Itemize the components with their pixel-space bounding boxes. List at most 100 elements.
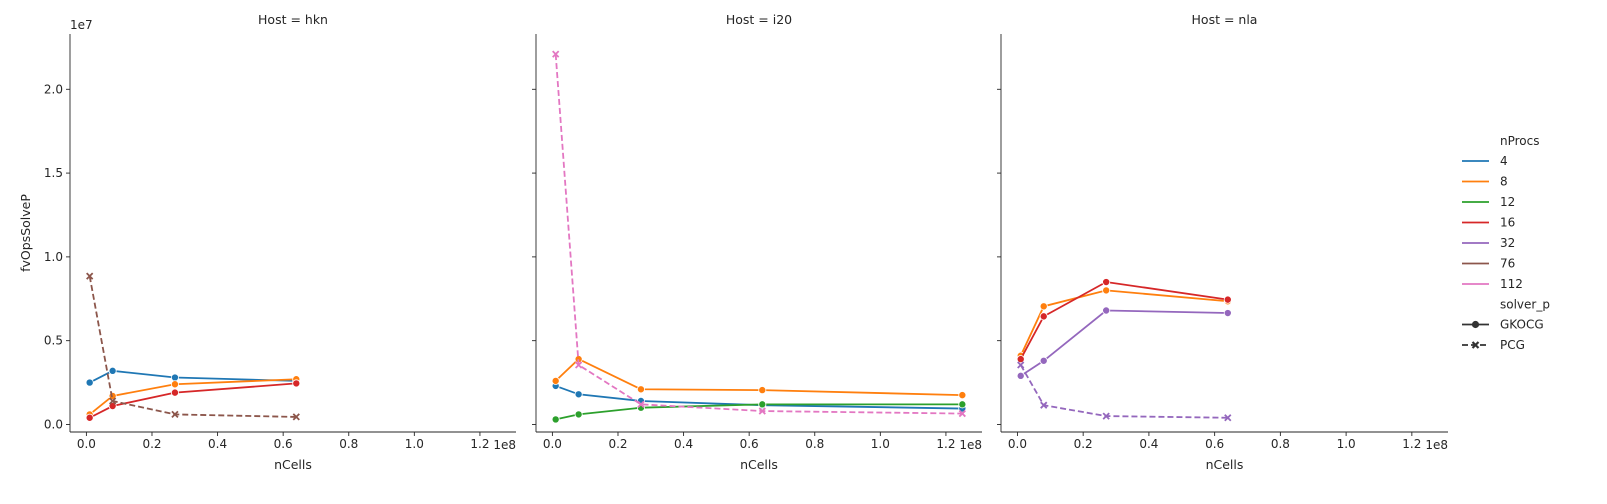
data-point-x-marker [86,272,94,280]
data-point-circle [1039,312,1048,321]
data-point-circle [170,388,179,397]
data-point-circle [636,385,645,394]
data-point-circle [1102,278,1111,287]
panel-title: Host = hkn [258,12,328,27]
x-tick-label: 1.0 [871,437,890,451]
series-line-pcg-76 [88,275,297,418]
data-point-x-marker [758,407,766,415]
series-line-gkocg-4 [89,369,297,384]
legend-label-8: 8 [1500,175,1508,189]
data-point-x-marker [171,410,179,419]
x-offset-label: 1e8 [493,438,516,452]
legend-marker-circle [1471,320,1480,329]
x-tick-label: 0.2 [608,437,627,451]
x-offset-label: 1e8 [959,438,982,452]
legend-label-gkocg: GKOCG [1500,318,1544,332]
x-tick-label: 0.4 [1139,437,1158,451]
data-point-x-marker [637,400,645,408]
data-point-circle [758,400,767,409]
x-tick-label: 0.6 [1205,437,1224,451]
data-point-circle [108,366,117,375]
data-point-circle [170,380,179,389]
x-tick-label: 1.2 [1402,437,1421,451]
series-line-pcg-112 [554,54,963,415]
y-tick-label: 1.5 [44,166,63,180]
data-point-circle [1102,306,1111,315]
data-point-x-marker [958,409,966,418]
x-tick-label: 0.6 [274,437,293,451]
data-point-x-marker [292,413,300,421]
legend-marker-x [1471,341,1480,349]
x-tick-label: 0.0 [1008,437,1027,451]
data-point-circle [85,413,94,422]
data-point-x-marker [574,361,583,369]
data-point-x-marker [552,50,560,58]
y-tick-label: 2.0 [44,82,63,96]
x-tick-label: 1.0 [1337,437,1356,451]
series-line-pcg-32 [1019,364,1228,419]
legend-label-pcg: PCG [1500,338,1525,352]
data-point-x-marker [1040,401,1048,409]
x-tick-label: 0.2 [142,437,161,451]
x-axis-label: nCells [274,457,312,472]
series-line-gkocg-8 [89,378,297,416]
data-point-circle [551,415,560,424]
data-point-x-marker [108,397,117,405]
data-point-circle [958,400,967,409]
legend-label-32: 32 [1500,236,1515,250]
y-offset-label: 1e7 [70,18,93,32]
x-axis-label: nCells [740,457,778,472]
x-tick-label: 1.0 [405,437,424,451]
legend-label-76: 76 [1500,257,1515,271]
x-tick-label: 0.4 [208,437,227,451]
data-point-circle [1016,355,1025,364]
x-tick-label: 0.2 [1074,437,1093,451]
data-point-circle [574,410,583,419]
data-point-circle [958,391,967,400]
y-tick-label: 1.0 [44,250,63,264]
x-tick-label: 0.8 [339,437,358,451]
legend-label-16: 16 [1500,216,1515,230]
facet-panel-2: 0.0 0.2 0.4 0.6 0.8 1.0 1.2 nCells 1e8 Host = i20 [532,12,982,472]
data-point-circle [1223,295,1232,304]
series-line-gkocg-8 [1019,289,1228,357]
data-point-circle [1039,356,1048,365]
x-tick-label: 0.6 [740,437,759,451]
facet-panel-3: 0.0 0.2 0.4 0.6 0.8 1.0 1.2 nCells 1e8 Host = nla [997,12,1448,472]
series-line-gkocg-32 [1020,309,1228,377]
panel-title: Host = nla [1192,12,1258,27]
data-point-circle [1016,371,1025,380]
legend-title-solver: solver_p [1500,298,1550,312]
legend-label-12: 12 [1500,195,1515,209]
facet-panel-1: 0.0 0.2 0.4 0.6 0.8 1.0 1.2 0.0 0.5 1.0 1.5 2.0 nCel… [18,12,516,472]
x-axis-label: nCells [1206,457,1244,472]
y-tick-label: 0.5 [44,334,63,348]
data-point-x-marker [1102,412,1110,420]
series-line-gkocg-16 [1019,281,1228,360]
legend-label-112: 112 [1500,277,1523,291]
x-tick-label: 0.8 [1271,437,1290,451]
x-tick-label: 0.0 [77,437,96,451]
x-tick-label: 0.4 [674,437,693,451]
y-tick-label: 0.0 [44,417,63,431]
data-point-x-marker [1224,414,1232,422]
x-tick-label: 0.8 [805,437,824,451]
panel-title: Host = i20 [726,12,792,27]
x-offset-label: 1e8 [1425,438,1448,452]
x-tick-label: 1.2 [470,437,489,451]
data-point-circle [1223,309,1232,318]
data-point-circle [551,376,560,385]
data-point-circle [574,390,583,399]
series-line-gkocg-16 [89,382,297,419]
x-tick-label: 1.2 [936,437,955,451]
y-axis-label: fvOpsSolveP [18,194,33,272]
data-point-x-marker [1017,361,1025,369]
data-point-circle [170,373,179,382]
data-point-circle [1039,302,1048,311]
legend-title-nprocs: nProcs [1500,134,1540,148]
legend-label-4: 4 [1500,154,1508,168]
data-point-circle [758,386,767,395]
legend: nProcs 4 8 12 16 32 76 112 solver_p GKOCG PCG [1462,134,1550,352]
data-point-circle [85,378,94,387]
